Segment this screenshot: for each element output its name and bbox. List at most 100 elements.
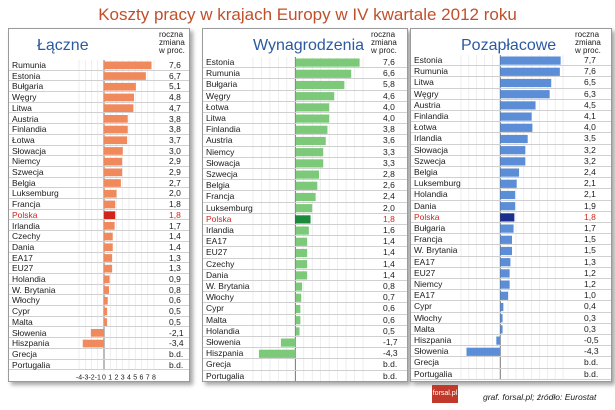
- country-label: EU27: [12, 263, 34, 274]
- bar: [500, 202, 516, 211]
- table-row: Luksemburg 2,0: [9, 188, 189, 200]
- value-label: 3,3: [383, 146, 395, 157]
- value-label: 3,8: [383, 124, 395, 135]
- bar: [295, 215, 311, 224]
- table-row: Grecja b.d.: [411, 357, 611, 369]
- country-label: EU27: [414, 267, 436, 278]
- country-label: Estonia: [414, 55, 443, 65]
- country-label: Austria: [12, 113, 39, 124]
- table-row: EA17 1,3: [411, 257, 611, 268]
- table-row: Luksemburg 2,0: [203, 203, 407, 214]
- bar: [500, 314, 503, 323]
- bar: [500, 213, 515, 222]
- country-label: Belgia: [12, 177, 36, 188]
- bar: [500, 168, 520, 177]
- value-label: 2,8: [383, 169, 395, 179]
- table-row: Słowenia -4,3: [411, 346, 611, 358]
- bar: [104, 93, 134, 102]
- value-label: 1,8: [169, 199, 181, 210]
- table-row: Cypr 0,5: [9, 306, 189, 317]
- country-label: Holandia: [12, 274, 46, 284]
- table-row: Niemcy 2,9: [9, 156, 189, 167]
- table-row: Luksemburg 2,1: [411, 178, 611, 190]
- country-label: EU27: [206, 247, 228, 258]
- value-label: 6,3: [584, 88, 596, 99]
- table-row: Słowacja 3,2: [411, 145, 611, 156]
- value-label: 2,0: [169, 188, 181, 199]
- table-row: W. Brytania 0,8: [9, 285, 189, 296]
- table-row: Holandia 0,5: [203, 326, 407, 337]
- bar: [500, 67, 560, 76]
- country-label: Dania: [206, 269, 229, 280]
- x-tick-label: 5: [133, 374, 137, 381]
- country-label: Niemcy: [206, 146, 235, 157]
- country-label: Bułgaria: [206, 79, 238, 90]
- bar: [104, 243, 113, 252]
- value-label: b.d.: [169, 359, 184, 370]
- table-row: W. Brytania 0,8: [203, 281, 407, 293]
- table-row: EA17 1,0: [411, 290, 611, 302]
- bar: [104, 157, 123, 166]
- column-header: roczna zmiana w proc.: [371, 30, 397, 55]
- bar: [500, 134, 528, 144]
- value-label: 0,3: [584, 312, 596, 323]
- value-label: 6,5: [584, 77, 596, 88]
- bar: [500, 146, 526, 155]
- bar: [104, 200, 116, 209]
- country-label: Włochy: [206, 292, 234, 303]
- table-row: Czechy 1,4: [203, 259, 407, 270]
- bar: [500, 190, 516, 200]
- bar: [82, 339, 104, 348]
- table-row: Francja 2,4: [203, 191, 407, 203]
- value-label: 4,5: [584, 99, 596, 110]
- country-label: Hiszpania: [414, 335, 452, 345]
- x-tick-label: -3: [82, 374, 88, 381]
- table-row: Cypr 0,4: [411, 301, 611, 313]
- country-label: Irlandia: [414, 133, 442, 144]
- chart-title: Koszty pracy w krajach Europy w IV kwart…: [98, 5, 517, 24]
- table-row: Irlandia 1,6: [203, 225, 407, 237]
- table-row: Estonia 6,7: [9, 71, 189, 82]
- table-row: Włochy 0,6: [9, 295, 189, 307]
- value-label: -4,3: [584, 346, 599, 357]
- table-row: Słowacja 3,0: [9, 146, 189, 157]
- bar: [280, 338, 296, 347]
- value-label: 2,7: [169, 177, 181, 188]
- value-label: 5,8: [383, 79, 395, 90]
- table-row: Włochy 0,3: [411, 313, 611, 324]
- value-label: 4,0: [383, 113, 395, 123]
- value-label: 3,5: [584, 133, 596, 144]
- country-label: Irlandia: [206, 225, 234, 235]
- x-tick-label: 7: [146, 374, 150, 381]
- country-label: Szwecja: [414, 155, 446, 166]
- value-label: 7,6: [383, 57, 395, 67]
- bar: [295, 260, 308, 269]
- country-label: Finlandia: [414, 111, 449, 121]
- country-label: EA17: [206, 236, 227, 247]
- value-label: 1,5: [584, 234, 596, 245]
- country-label: Luksemburg: [12, 188, 59, 199]
- table-row: Belgia 2,4: [411, 167, 611, 179]
- value-label: 7,6: [584, 66, 596, 77]
- table-row: Malta 0,6: [203, 315, 407, 326]
- value-label: 1,8: [169, 209, 181, 220]
- value-label: 1,9: [584, 200, 596, 211]
- bar: [500, 246, 512, 256]
- country-label: Francja: [414, 234, 443, 245]
- value-label: 3,3: [383, 157, 395, 168]
- country-label: Niemcy: [12, 156, 41, 167]
- value-label: 1,8: [584, 211, 596, 222]
- country-label: Rumunia: [414, 66, 449, 77]
- bar: [295, 170, 319, 179]
- value-label: 0,4: [584, 301, 596, 312]
- table-row: Węgry 4,6: [203, 91, 407, 102]
- x-tick-label: 4: [127, 374, 131, 381]
- bar: [500, 258, 511, 267]
- table-row: Polska 1,8: [411, 212, 611, 223]
- bar: [104, 307, 108, 316]
- country-label: Grecja: [206, 359, 232, 370]
- country-label: Dania: [12, 241, 35, 252]
- bar: [104, 222, 115, 230]
- panel-title-pozaplacowe: Pozapłacowe: [461, 37, 557, 54]
